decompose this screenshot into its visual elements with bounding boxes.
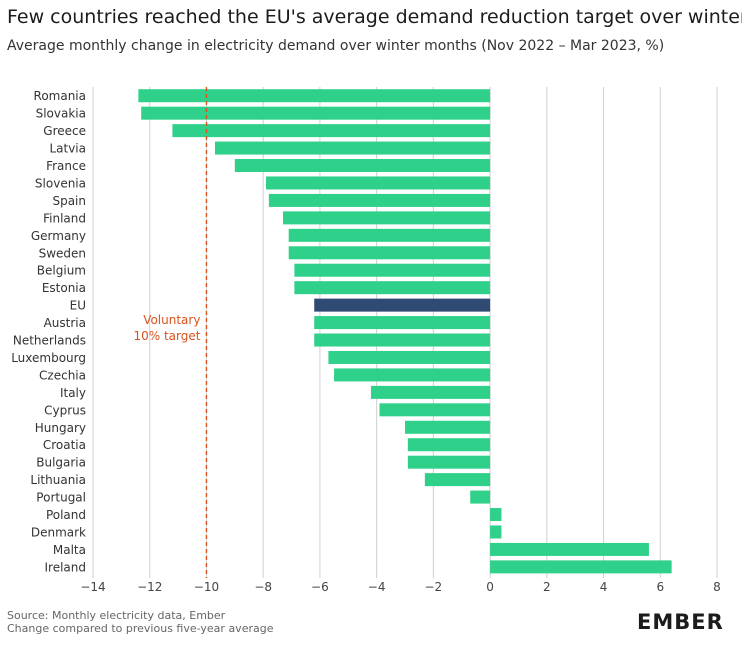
bar — [407, 455, 491, 469]
x-tick-label: 6 — [656, 580, 664, 594]
category-label: Slovakia — [36, 107, 86, 121]
category-label: Cyprus — [44, 403, 86, 417]
bar — [314, 298, 491, 312]
category-label: Luxembourg — [11, 351, 86, 365]
category-label: Croatia — [43, 438, 86, 452]
bar — [490, 560, 672, 574]
category-label: Estonia — [42, 281, 86, 295]
bar — [490, 525, 502, 539]
category-label: Bulgaria — [36, 456, 86, 470]
bar — [288, 228, 491, 242]
category-label: Denmark — [31, 525, 86, 539]
category-label: France — [46, 159, 86, 173]
category-label: Ireland — [44, 560, 86, 574]
category-label: Netherlands — [13, 334, 86, 348]
x-tick-label: −8 — [254, 580, 272, 594]
category-label: Finland — [43, 211, 86, 225]
bar — [294, 263, 491, 277]
category-label: Latvia — [49, 142, 86, 156]
bar — [288, 246, 491, 260]
bar — [405, 420, 491, 434]
x-tick-label: 2 — [543, 580, 551, 594]
category-label: Belgium — [37, 264, 86, 278]
category-label: Lithuania — [30, 473, 86, 487]
bar — [283, 211, 491, 225]
category-label: Romania — [34, 89, 86, 103]
x-tick-label: −12 — [137, 580, 162, 594]
x-tick-label: −14 — [80, 580, 105, 594]
x-tick-label: −2 — [425, 580, 443, 594]
bar — [328, 350, 491, 364]
category-label: Austria — [44, 316, 86, 330]
bar — [407, 438, 491, 452]
category-label: Malta — [53, 543, 86, 557]
bar — [266, 176, 491, 190]
bar — [138, 89, 491, 103]
category-label: Slovenia — [35, 176, 86, 190]
bar — [334, 368, 491, 382]
x-tick-label: −10 — [194, 580, 219, 594]
x-tick-label: −4 — [368, 580, 386, 594]
x-tick-label: 0 — [486, 580, 494, 594]
category-label: Italy — [60, 386, 86, 400]
category-label: Spain — [52, 194, 86, 208]
source-note: Source: Monthly electricity data, Ember … — [7, 609, 273, 635]
bar — [370, 385, 491, 399]
target-label: 10% target — [133, 329, 200, 343]
bar-chart: −14 −12 −10 −8 −6 −4 −2 0 2 4 6 8 Romania Slovakia Gre… — [11, 87, 721, 594]
category-label: Czechia — [39, 368, 86, 382]
ember-logo: EMBER — [637, 610, 724, 634]
source-line: Source: Monthly electricity data, Ember — [7, 609, 226, 622]
category-label: Germany — [31, 229, 86, 243]
chart-title: Few countries reached the EU's average d… — [7, 6, 742, 28]
bar — [268, 193, 491, 207]
bar — [234, 159, 491, 173]
bar — [490, 508, 502, 522]
x-tick-label: −6 — [311, 580, 329, 594]
bar — [294, 281, 491, 295]
category-label: Hungary — [35, 421, 86, 435]
baseline-note: Change compared to previous five-year av… — [7, 622, 274, 635]
bar — [141, 106, 491, 120]
category-label: Greece — [43, 124, 86, 138]
category-label: Sweden — [39, 246, 86, 260]
x-tick-label: 4 — [600, 580, 608, 594]
x-tick-label: 8 — [713, 580, 721, 594]
bar — [314, 333, 491, 347]
bar — [172, 124, 491, 138]
bar — [214, 141, 491, 155]
bar — [490, 542, 649, 556]
bar — [424, 473, 491, 487]
category-label: Poland — [46, 508, 86, 522]
category-label: Portugal — [36, 491, 86, 505]
category-label: EU — [70, 299, 86, 313]
chart-subtitle: Average monthly change in electricity de… — [7, 38, 665, 54]
bar — [314, 316, 491, 330]
bar — [470, 490, 491, 504]
target-label: Voluntary — [143, 313, 200, 327]
bar — [379, 403, 491, 417]
